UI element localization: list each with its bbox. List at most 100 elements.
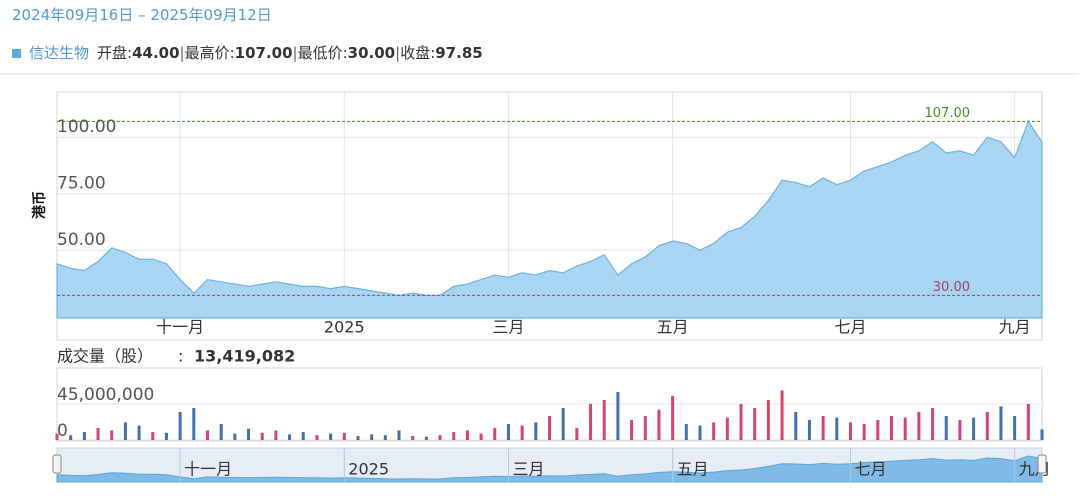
volume-bar: [329, 433, 333, 440]
volume-bar: [903, 417, 907, 440]
legend-swatch: [12, 49, 21, 58]
volume-bar: [643, 416, 647, 440]
volume-latest: 13,419,082: [194, 347, 295, 366]
volume-bar: [835, 417, 839, 440]
volume-bar: [1040, 429, 1044, 440]
navigator-area: [56, 455, 1043, 483]
colon: :: [178, 347, 183, 366]
volume-bar: [630, 420, 634, 440]
x-tick-label: 七月: [834, 318, 866, 337]
volume-bar: [671, 396, 675, 440]
navigator-label: 五月: [677, 460, 709, 479]
volume-bar: [561, 408, 565, 440]
volume-bar: [247, 428, 251, 440]
date-range: 2024年09月16日 – 2025年09月12日: [12, 6, 272, 24]
volume-bar: [753, 408, 757, 440]
volume-title: 成交量（股）: [57, 347, 153, 366]
y-axis-title: 港币: [31, 191, 48, 219]
y-tick-label: 0: [57, 421, 68, 441]
navigator-label: 三月: [512, 460, 544, 479]
volume-bar: [548, 416, 551, 440]
volume-bar: [684, 424, 688, 440]
volume-bar: [219, 424, 223, 440]
volume-bar: [178, 412, 182, 440]
volume-bar: [520, 425, 524, 440]
volume-bar: [602, 400, 606, 440]
x-tick-label: 三月: [492, 318, 524, 337]
volume-bar: [205, 430, 209, 440]
volume-bar: [411, 436, 415, 440]
volume-bar: [972, 417, 976, 440]
volume-bar: [848, 422, 852, 440]
volume-bar: [370, 434, 374, 440]
volume-bar: [493, 428, 497, 440]
volume-bar: [192, 408, 196, 440]
volume-bar: [807, 420, 811, 440]
y-tick-label: 75.00: [57, 174, 106, 194]
x-tick-label: 五月: [657, 318, 689, 337]
volume-bar: [589, 404, 593, 440]
volume-bar: [739, 404, 743, 440]
volume-bar: [465, 430, 469, 440]
separator: |: [179, 44, 185, 62]
x-tick-label: 九月: [999, 318, 1031, 337]
volume-bar: [288, 434, 292, 440]
volume-bar: [876, 420, 880, 440]
volume-bar: [780, 390, 784, 440]
volume-bar: [123, 422, 127, 440]
volume-bar: [698, 425, 702, 440]
volume-bar: [999, 406, 1003, 440]
x-tick-label: 十一月: [156, 318, 204, 337]
stock-name: 信达生物: [29, 44, 90, 62]
volume-bar: [233, 433, 237, 440]
stat-value: 44.00: [132, 44, 180, 62]
volume-bar: [424, 436, 428, 440]
stat-label: 开盘:: [97, 44, 133, 62]
volume-bar: [931, 408, 935, 440]
navigator-label: 2025: [348, 460, 389, 479]
separator: |: [395, 44, 401, 62]
stat-label: 最高价:: [184, 44, 235, 62]
volume-bar: [958, 420, 962, 440]
reference-label: 30.00: [933, 280, 970, 295]
volume-bar: [164, 432, 168, 440]
volume-bar: [69, 435, 73, 440]
volume-bar: [657, 409, 661, 440]
volume-bar: [890, 416, 894, 440]
navigator-label: 十一月: [184, 460, 232, 479]
volume-bar: [137, 425, 141, 440]
volume-bar: [862, 424, 866, 440]
volume-bar: [82, 432, 86, 440]
volume-bar: [301, 432, 305, 440]
volume-bar: [274, 430, 278, 440]
volume-bar: [794, 412, 798, 440]
stats: 开盘:44.00|最高价:107.00|最低价:30.00|收盘:97.85: [97, 44, 483, 62]
navigator-handle[interactable]: [52, 454, 62, 474]
volume-bar: [55, 433, 59, 440]
volume-bar: [397, 430, 401, 440]
price-area: [56, 120, 1043, 319]
separator: |: [292, 44, 298, 62]
y-tick-label: 50.00: [57, 230, 106, 250]
y-tick-label: 100.00: [57, 117, 116, 137]
volume-bar: [151, 432, 155, 440]
stat-value: 30.00: [347, 44, 396, 62]
volume-bar: [534, 422, 538, 440]
volume-bar: [917, 412, 921, 440]
reference-label: 107.00: [925, 106, 971, 121]
stat-value: 107.00: [234, 44, 293, 62]
volume-bar: [438, 435, 442, 440]
volume-bar: [944, 416, 948, 440]
stat-value: 97.85: [435, 44, 483, 62]
navigator-handle[interactable]: [1037, 454, 1047, 474]
volume-bar: [479, 433, 483, 440]
x-tick-label: 2025: [324, 318, 365, 337]
navigator-label: 七月: [854, 460, 886, 479]
volume-bar: [342, 432, 346, 440]
stat-label: 最低价:: [297, 44, 348, 62]
volume-bar: [356, 436, 360, 440]
volume-bar: [821, 416, 825, 440]
volume-bar: [725, 417, 729, 440]
